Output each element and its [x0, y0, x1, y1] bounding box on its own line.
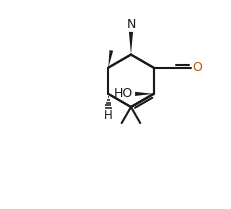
Polygon shape	[129, 32, 133, 55]
Text: O: O	[192, 61, 202, 74]
Text: N: N	[126, 18, 136, 31]
Text: H: H	[104, 109, 113, 122]
Text: HO: HO	[114, 87, 134, 100]
Polygon shape	[135, 92, 154, 96]
Polygon shape	[108, 50, 113, 68]
